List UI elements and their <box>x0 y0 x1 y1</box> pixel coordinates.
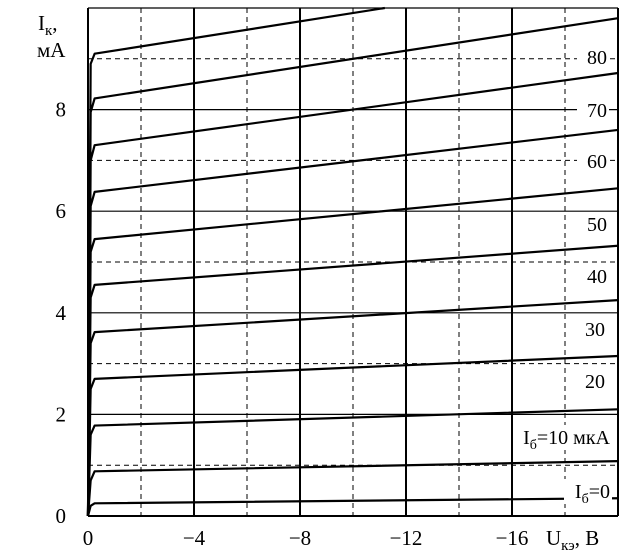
curve-label-ib-50: 50 <box>587 214 607 236</box>
x-tick-label: 0 <box>83 526 94 550</box>
curve-label-bg <box>577 212 609 237</box>
curve-label-ib-70: 70 <box>587 100 607 122</box>
curve-labels: Iб=0 Iб=10 мкА 20 30 40 50 60 70 80 <box>514 45 612 507</box>
curve-label-bg <box>575 369 607 394</box>
curve-label-bg <box>564 479 612 504</box>
y-tick-label: 0 <box>56 504 67 528</box>
x-tick-label: −16 <box>496 526 529 550</box>
y-tick-label: 2 <box>56 402 67 426</box>
curves <box>86 6 619 517</box>
curve-label-bg <box>575 317 607 342</box>
curve-label-ib-0: Iб=0 <box>575 481 610 507</box>
curve-label-ib-80: 80 <box>587 47 607 69</box>
y-tick-label: 4 <box>56 301 67 325</box>
curve-label-ib-20: 20 <box>585 371 605 393</box>
series-line-ib-100 <box>86 6 385 517</box>
tick-labels: 0 2 4 6 8 0 −4 −8 −12 −16 <box>56 98 529 550</box>
curve-label-bg <box>577 264 609 289</box>
curve-label-ib-60: 60 <box>587 151 607 173</box>
major-grid <box>87 7 619 517</box>
y-axis-label: Iк, <box>38 11 58 39</box>
x-tick-label: −8 <box>289 526 311 550</box>
y-axis-unit: мА <box>37 38 66 62</box>
curve-label-bg <box>577 98 609 123</box>
curve-label-bg <box>577 45 609 70</box>
y-tick-label: 6 <box>56 199 67 223</box>
curve-label-ib-40: 40 <box>587 266 607 288</box>
curve-label-bg <box>514 425 612 450</box>
x-tick-label: −4 <box>183 526 206 550</box>
x-tick-label: −12 <box>390 526 423 550</box>
curve-label-ib-10: Iб=10 мкА <box>523 427 610 453</box>
x-axis-label: Uкэ, В <box>546 526 599 554</box>
curve-label-bg <box>577 149 609 174</box>
y-tick-label: 8 <box>56 98 67 122</box>
curve-label-ib-30: 30 <box>585 319 605 341</box>
